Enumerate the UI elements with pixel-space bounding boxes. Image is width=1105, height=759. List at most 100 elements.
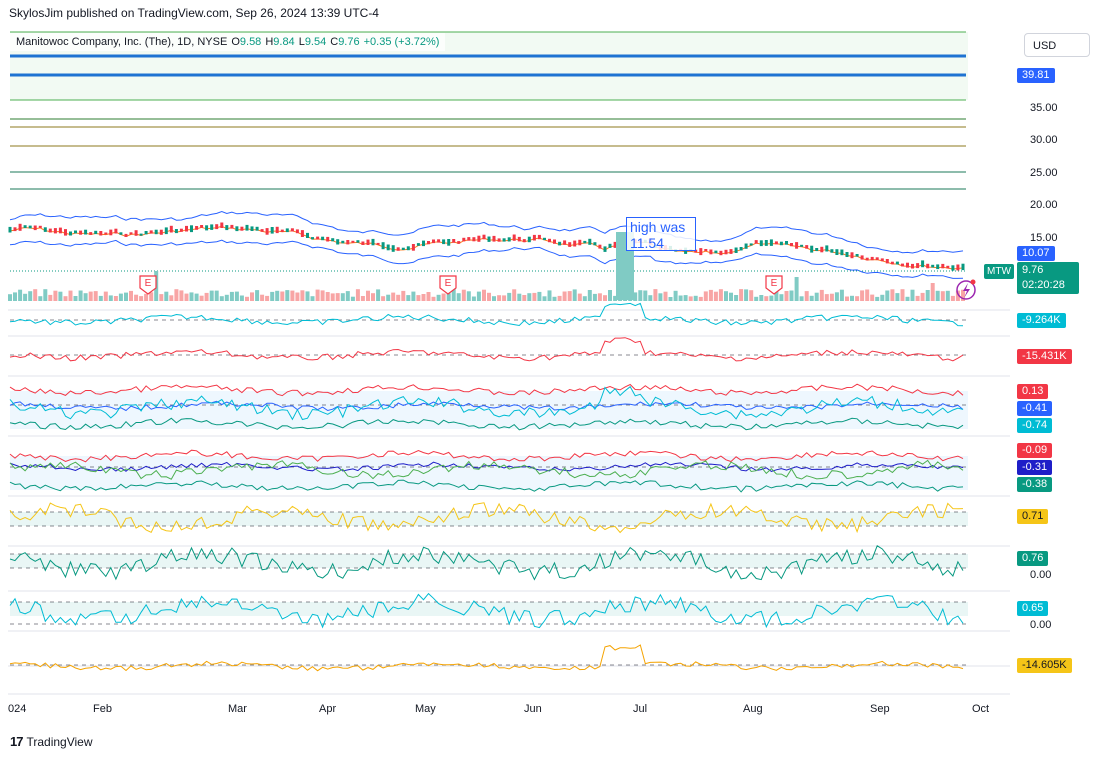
volume-bar bbox=[845, 296, 849, 301]
volume-bar bbox=[350, 296, 355, 301]
candle bbox=[129, 232, 133, 235]
time-tick: Jul bbox=[633, 703, 648, 715]
volume-bar bbox=[431, 296, 436, 301]
candle bbox=[558, 241, 562, 246]
volume-bar bbox=[708, 289, 713, 301]
time-tick: Mar bbox=[228, 703, 247, 715]
high-annotation[interactable]: high was 11.54 bbox=[626, 217, 696, 251]
band1-upper-badge: 0.13 bbox=[1017, 384, 1049, 399]
volume-bar bbox=[769, 295, 774, 301]
volume-bar bbox=[219, 296, 224, 301]
volume-bar bbox=[68, 290, 73, 301]
symbol-legend[interactable]: Manitowoc Company, Inc. (The), 1D, NYSE … bbox=[10, 33, 446, 51]
volume-bar bbox=[406, 295, 411, 301]
upper-band bbox=[9, 210, 964, 254]
volume-bar bbox=[310, 296, 315, 301]
candle bbox=[174, 229, 178, 234]
volume-bar bbox=[698, 296, 703, 301]
candle bbox=[467, 237, 471, 241]
candle bbox=[195, 226, 199, 230]
currency-button[interactable]: USD bbox=[1024, 33, 1090, 57]
moving-average bbox=[9, 225, 964, 270]
candle bbox=[38, 225, 42, 228]
volume-bar bbox=[487, 292, 491, 301]
candle bbox=[694, 249, 698, 253]
volume-bar bbox=[118, 293, 123, 301]
volume-bar bbox=[542, 296, 547, 301]
band1-lower bbox=[9, 417, 964, 431]
candle bbox=[33, 225, 37, 231]
price-badge-top: 39.81 bbox=[1017, 68, 1055, 83]
volume-bar bbox=[88, 291, 93, 301]
ohlc-close: C9.76 bbox=[330, 36, 360, 48]
candle bbox=[946, 265, 950, 269]
volume-bar bbox=[860, 290, 865, 301]
candle bbox=[729, 249, 733, 254]
candle bbox=[58, 227, 62, 234]
candle bbox=[149, 230, 153, 234]
candle bbox=[427, 241, 430, 245]
candle bbox=[901, 263, 904, 267]
volume-bar bbox=[870, 294, 875, 301]
volume-bar bbox=[547, 290, 552, 301]
volume-bar bbox=[557, 295, 562, 301]
candle bbox=[840, 249, 844, 256]
volume-bar bbox=[648, 295, 653, 301]
volume-bar bbox=[482, 289, 486, 301]
volume-bar bbox=[18, 289, 23, 301]
band2-upper bbox=[9, 449, 964, 463]
volume-bar bbox=[199, 295, 204, 301]
volume-bar bbox=[159, 294, 164, 301]
candle bbox=[260, 229, 264, 232]
candle bbox=[371, 238, 375, 246]
volume-bar bbox=[497, 295, 502, 301]
volume-bar bbox=[910, 289, 915, 301]
volume-bar bbox=[532, 292, 537, 301]
candle bbox=[568, 242, 572, 247]
volume-bar bbox=[345, 291, 350, 301]
candle bbox=[306, 232, 309, 238]
volume-bar bbox=[93, 291, 98, 301]
volume-bar bbox=[537, 291, 542, 301]
osc-green-zero: 0.00 bbox=[1030, 569, 1052, 581]
volume-bar bbox=[376, 289, 381, 301]
last-price-badge: 9.76 02:20:28 bbox=[1017, 262, 1079, 294]
lightning-bolt bbox=[963, 283, 970, 298]
candle bbox=[235, 226, 239, 232]
candle bbox=[583, 240, 587, 244]
time-tick: Feb bbox=[93, 703, 112, 715]
volume-bar bbox=[784, 291, 789, 301]
band1-fill bbox=[10, 391, 968, 429]
tradingview-logo[interactable]: 17 TradingView bbox=[10, 734, 93, 749]
volume-bar bbox=[456, 293, 461, 301]
lightning-icon bbox=[956, 280, 976, 300]
volume-bar bbox=[239, 295, 244, 301]
candle bbox=[326, 236, 330, 242]
candle bbox=[800, 244, 804, 247]
volume-bar bbox=[295, 292, 300, 301]
candle bbox=[774, 241, 778, 245]
candle bbox=[64, 229, 67, 236]
candle bbox=[316, 236, 320, 240]
volume-bar bbox=[517, 293, 522, 301]
volume-bar bbox=[144, 293, 149, 301]
candle bbox=[376, 242, 380, 245]
volume-bar bbox=[673, 290, 678, 301]
candle bbox=[230, 224, 234, 229]
volume-bar bbox=[961, 289, 965, 301]
candle bbox=[563, 240, 567, 245]
candle bbox=[447, 239, 451, 246]
volume-bar bbox=[63, 296, 68, 301]
volume-bar bbox=[567, 291, 572, 301]
volume-bar bbox=[179, 290, 184, 301]
candle bbox=[779, 241, 783, 246]
candle bbox=[381, 242, 385, 250]
volume-bar bbox=[744, 289, 749, 301]
volume-bar bbox=[774, 291, 779, 301]
candle bbox=[139, 233, 143, 236]
volume-bar bbox=[814, 292, 819, 301]
candle bbox=[543, 237, 546, 241]
candle bbox=[79, 230, 83, 235]
candle bbox=[956, 264, 960, 271]
